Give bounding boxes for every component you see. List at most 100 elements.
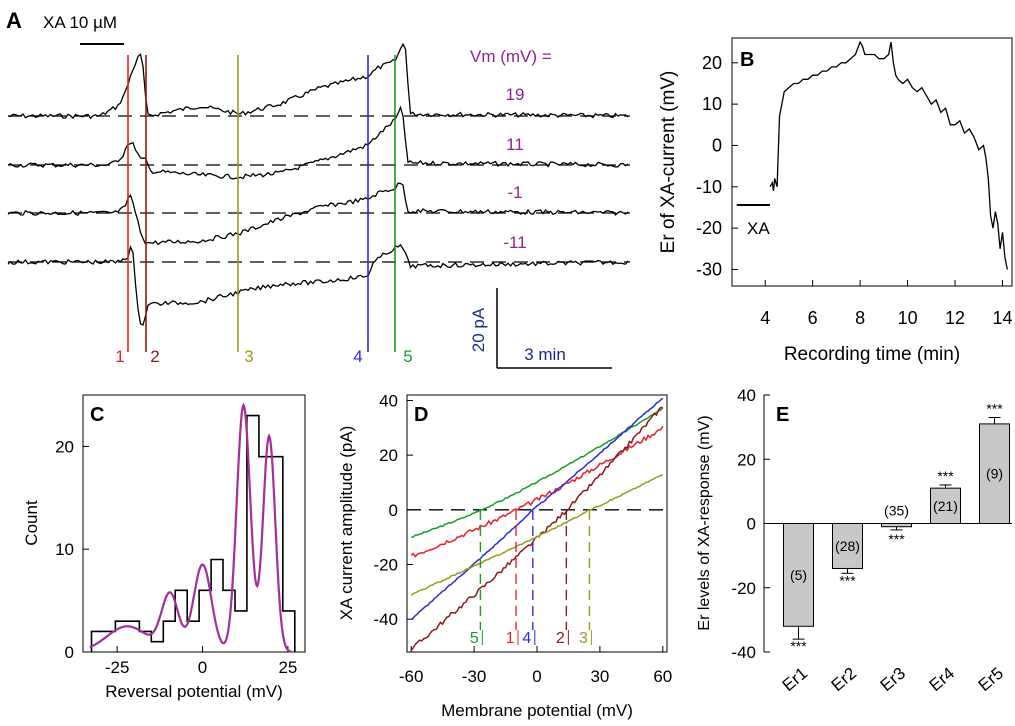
panel-a-vm-label: -11	[503, 233, 526, 252]
panel-b-letter: B	[740, 49, 754, 71]
panel-e-y-tick-label: 40	[737, 386, 756, 405]
panel-b-y-tick-label: 10	[702, 94, 722, 114]
panel-b-y-tick-label: -30	[696, 259, 722, 279]
panel-d-y-tick-label: -40	[373, 610, 398, 629]
panel-e-letter: E	[776, 404, 789, 426]
panel-d-x-tick-label: 60	[653, 667, 672, 686]
panel-a-vm-label: 19	[506, 85, 525, 104]
panel-a-drug-label: XA 10 µM	[43, 13, 117, 32]
panel-a-trace	[7, 243, 629, 326]
panel-b-ticks: 4 6 8 10 12 14 20 10 0 -10 -20 -30	[696, 53, 1013, 328]
panel-d-reversal-label: 2	[556, 630, 565, 647]
panel-e-sig-label: ***	[888, 531, 905, 547]
panel-e-category-label: Er5	[975, 664, 1007, 696]
panel-d-x-axis-label: Membrane potential (mV)	[441, 701, 633, 720]
panel-d-x-tick-label: -60	[399, 667, 424, 686]
panel-e-ticks: 40 20 0 -20 -40	[731, 386, 770, 662]
panel-c-x-tick-label: 25	[278, 658, 297, 677]
panel-d-y-axis-label: XA current amplitude (pA)	[337, 426, 356, 621]
panel-a-vm-label: -1	[507, 183, 522, 202]
panel-b-axes	[731, 37, 1013, 287]
panel-e-sig-label: ***	[790, 638, 807, 654]
panel-e: E 40 20 0 -20 -40 (5) *** Er1 (28) *** Er2 (35) ***…	[696, 386, 1012, 695]
panel-d-curve	[410, 406, 663, 651]
panel-e-bars: (5) *** Er1 (28) *** Er2 (35) *** Er3 (21) *** Er4 (…	[779, 400, 1010, 695]
panel-a-marker-label: 2	[150, 347, 159, 366]
panel-a-marker-label: 5	[403, 347, 412, 366]
panel-c: C -25 0 25 0 10 20 Reversal potential (mV) Co…	[22, 394, 306, 701]
panel-b: B 4 6 8 10 12 14 20 10 0 -10 -20 -30 XA Recording t…	[658, 37, 1013, 365]
panel-e-n-label: (28)	[835, 538, 860, 554]
panel-d-curve	[410, 425, 664, 558]
panel-d-y-tick-label: 40	[379, 391, 398, 410]
panel-a-vm-labels: 19 11 -1 -11	[503, 85, 526, 252]
panel-d-reversal-label: 3	[579, 630, 588, 647]
panel-e-n-label: (35)	[884, 503, 909, 519]
panel-b-x-tick-label: 14	[992, 308, 1012, 328]
panel-e-bar	[930, 487, 961, 525]
panel-d-reversal-label: 4	[522, 630, 531, 647]
panel-e-y-tick-label: 0	[747, 515, 756, 534]
panel-e-sig-label: ***	[839, 572, 856, 588]
panel-b-x-axis-label: Recording time (min)	[784, 344, 960, 365]
panel-c-x-tick-label: -25	[105, 658, 130, 677]
panel-a-trace	[7, 182, 629, 246]
panel-e-sig-label: ***	[986, 400, 1003, 416]
panel-c-y-tick-label: 20	[55, 437, 74, 456]
panel-a-marker-label: 1	[115, 347, 124, 366]
panel-a-markers: 1 2 3 4 5	[115, 55, 413, 366]
panel-a-trace	[7, 105, 629, 180]
panel-b-x-tick-label: 8	[855, 308, 865, 328]
panel-e-bar	[979, 423, 1010, 525]
panel-d-curves	[410, 397, 664, 651]
panel-a-scalebar-x-label: 3 min	[524, 345, 566, 364]
panel-a-scalebar-y-label: 20 pA	[469, 307, 488, 352]
panel-d-y-tick-label: 20	[379, 446, 398, 465]
panel-c-histogram	[90, 414, 296, 652]
panel-d-x-tick-label: -30	[462, 667, 487, 686]
panel-b-x-tick-label: 4	[760, 308, 770, 328]
panel-e-category-label: Er2	[828, 664, 860, 696]
panel-d-letter: D	[414, 404, 428, 426]
panel-c-axes	[82, 394, 306, 653]
panel-b-x-tick-label: 12	[945, 308, 965, 328]
panel-e-category-label: Er1	[779, 664, 811, 696]
panel-e-n-label: (9)	[986, 466, 1003, 482]
panel-a-vm-heading: Vm (mV) =	[470, 47, 552, 66]
panel-a-vm-label: 11	[506, 135, 524, 154]
panel-e-category-label: Er3	[877, 664, 909, 696]
panel-d-reversal-label: 5	[470, 630, 479, 647]
panel-c-fit-curve	[89, 402, 292, 653]
panel-a-traces	[7, 42, 630, 326]
panel-d-curve	[410, 397, 664, 621]
panel-d-curve	[410, 407, 664, 539]
panel-d-ticks: -60 -30 0 30 60 40 20 0 -20 -40	[373, 391, 672, 686]
panel-c-y-tick-label: 10	[55, 540, 74, 559]
panel-b-y-tick-label: 20	[702, 53, 722, 73]
panel-e-bar	[783, 523, 814, 627]
panel-b-x-tick-label: 6	[808, 308, 818, 328]
panel-d-reversal-label: 1	[506, 630, 515, 647]
panel-a-marker-label: 4	[353, 347, 362, 366]
panel-b-y-tick-label: -10	[696, 177, 722, 197]
panel-d-y-tick-label: 0	[389, 501, 398, 520]
panel-b-x-tick-label: 10	[898, 308, 918, 328]
panel-e-y-tick-label: 20	[737, 450, 756, 469]
panel-e-sig-label: ***	[937, 468, 954, 484]
panel-e-y-tick-label: -40	[731, 643, 756, 662]
panel-a-marker-label: 3	[244, 347, 253, 366]
panel-b-y-axis-label: Er of XA-current (mV)	[658, 71, 679, 254]
panel-c-y-tick-label: 0	[65, 643, 74, 662]
panel-a-letter: A	[6, 8, 22, 33]
panel-b-series-line	[769, 40, 1008, 270]
panel-e-y-tick-label: -20	[731, 579, 756, 598]
panel-c-y-axis-label: Count	[22, 500, 41, 546]
panel-e-y-axis-label: Er levels of XA-response (mV)	[696, 415, 713, 630]
panel-d-curve	[410, 474, 663, 596]
panel-b-y-tick-label: -20	[696, 218, 722, 238]
panel-c-x-tick-label: 0	[198, 658, 207, 677]
panel-c-x-axis-label: Reversal potential (mV)	[105, 682, 283, 701]
